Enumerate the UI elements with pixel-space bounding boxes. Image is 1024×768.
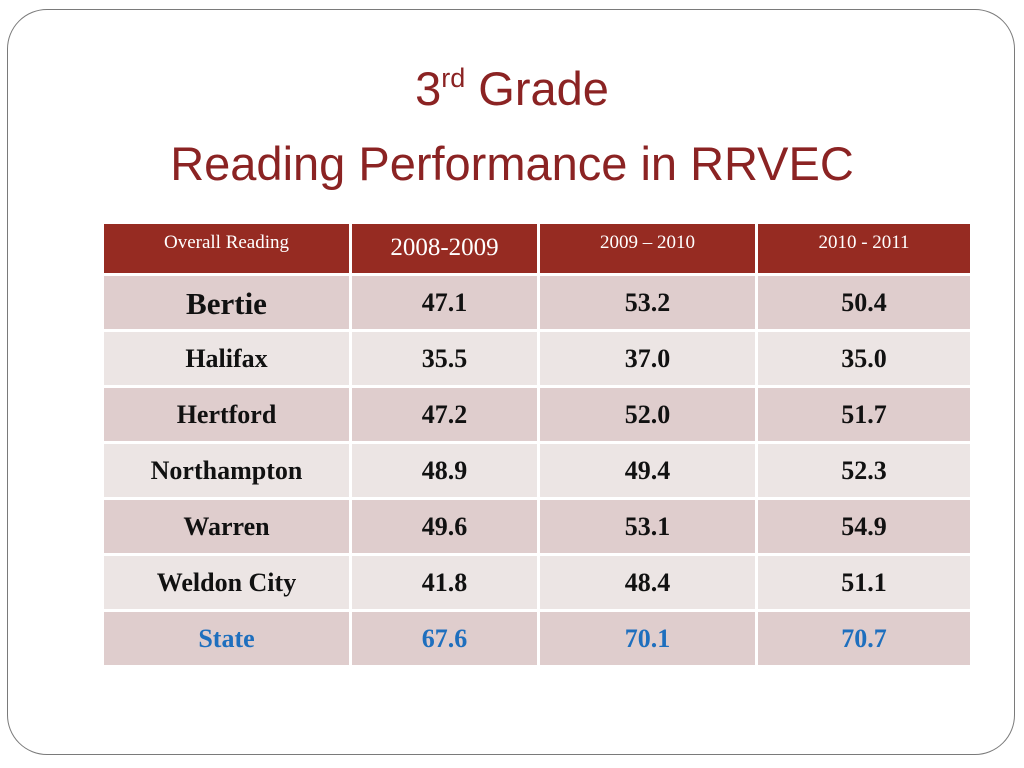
- cell-value: 48.9: [349, 441, 540, 500]
- cell-value: 37.0: [537, 329, 758, 388]
- header-2010-2011: 2010 - 2011: [755, 221, 973, 276]
- row-name: Northampton: [101, 441, 352, 500]
- reading-performance-table: Overall Reading 2008-2009 2009 – 2010 20…: [101, 221, 973, 668]
- table-row-halifax: Halifax 35.5 37.0 35.0: [101, 329, 973, 388]
- table-row-state: State 67.6 70.1 70.7: [101, 609, 973, 668]
- title-line-2: Reading Performance in RRVEC: [170, 137, 854, 190]
- table-row-northampton: Northampton 48.9 49.4 52.3: [101, 441, 973, 500]
- slide-title: 3rd Grade Reading Performance in RRVEC: [0, 55, 1024, 198]
- grade-number: 3: [415, 62, 442, 115]
- cell-value: 53.2: [537, 273, 758, 332]
- cell-value: 50.4: [755, 273, 973, 332]
- row-name: Halifax: [101, 329, 352, 388]
- cell-value: 52.0: [537, 385, 758, 444]
- cell-value: 52.3: [755, 441, 973, 500]
- cell-value: 70.7: [755, 609, 973, 668]
- cell-value: 51.1: [755, 553, 973, 612]
- cell-value: 53.1: [537, 497, 758, 556]
- cell-value: 35.5: [349, 329, 540, 388]
- cell-value: 48.4: [537, 553, 758, 612]
- cell-value: 67.6: [349, 609, 540, 668]
- header-2008-2009: 2008-2009: [349, 221, 540, 276]
- table-row-weldon-city: Weldon City 41.8 48.4 51.1: [101, 553, 973, 612]
- title-line-1: 3rd Grade: [0, 55, 1024, 130]
- cell-value: 47.2: [349, 385, 540, 444]
- row-name: Bertie: [101, 273, 352, 332]
- row-name: State: [101, 609, 352, 668]
- table-row-warren: Warren 49.6 53.1 54.9: [101, 497, 973, 556]
- grade-suffix: rd: [441, 63, 466, 93]
- cell-value: 70.1: [537, 609, 758, 668]
- cell-value: 51.7: [755, 385, 973, 444]
- cell-value: 41.8: [349, 553, 540, 612]
- row-name: Weldon City: [101, 553, 352, 612]
- row-name: Hertford: [101, 385, 352, 444]
- header-overall-reading: Overall Reading: [101, 221, 352, 276]
- cell-value: 54.9: [755, 497, 973, 556]
- cell-value: 49.4: [537, 441, 758, 500]
- table-row-hertford: Hertford 47.2 52.0 51.7: [101, 385, 973, 444]
- table-row-bertie: Bertie 47.1 53.2 50.4: [101, 273, 973, 332]
- row-name: Warren: [101, 497, 352, 556]
- cell-value: 49.6: [349, 497, 540, 556]
- header-2009-2010: 2009 – 2010: [537, 221, 758, 276]
- grade-word: Grade: [478, 62, 609, 115]
- cell-value: 47.1: [349, 273, 540, 332]
- cell-value: 35.0: [755, 329, 973, 388]
- header-row: Overall Reading 2008-2009 2009 – 2010 20…: [101, 221, 973, 276]
